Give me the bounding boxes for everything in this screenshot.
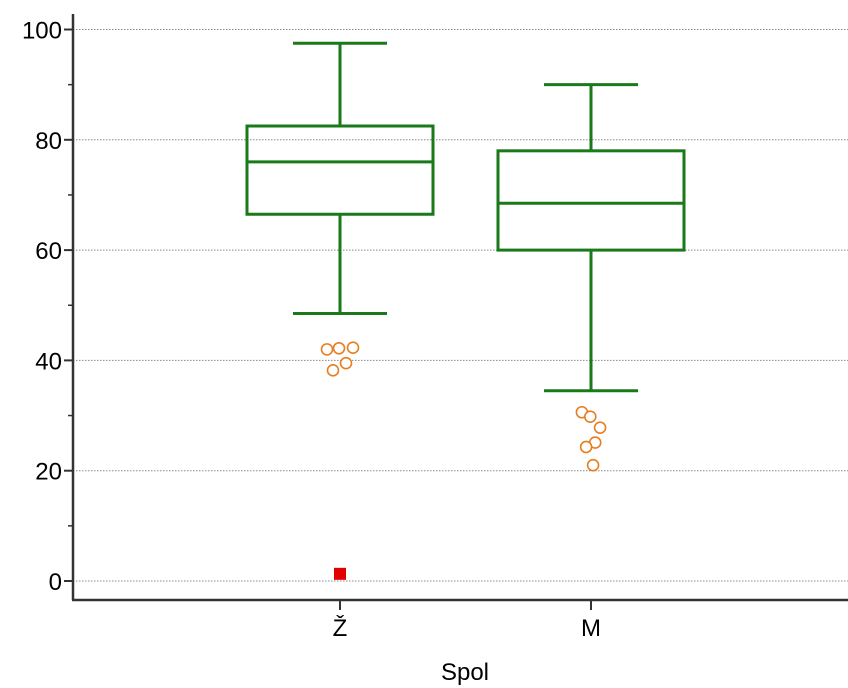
outlier-point: [320, 343, 334, 356]
outlier-point: [583, 410, 597, 423]
x-tick-label: Ž: [333, 615, 348, 642]
x-tick-label: M: [581, 615, 601, 642]
iqr-box: [245, 124, 435, 216]
x-axis-title: Spol: [441, 659, 489, 686]
y-tick-label: 40: [35, 348, 62, 375]
y-ticks: 0 20 40 60 80 100: [22, 18, 73, 596]
outlier-point: [332, 341, 346, 355]
outlier-point: [593, 421, 607, 434]
outlier-point: [579, 440, 593, 454]
y-tick-label: 100: [22, 18, 62, 45]
y-tick-label: 0: [49, 569, 62, 596]
iqr-box: [496, 149, 686, 252]
y-tick-label: 60: [35, 238, 62, 265]
outlier-point: [326, 364, 340, 377]
gridlines: [73, 29, 848, 582]
boxes: [245, 41, 686, 580]
outlier-point: [339, 356, 353, 370]
box-group: [496, 83, 686, 472]
y-tick-label: 20: [35, 459, 62, 486]
y-tick-label: 80: [35, 128, 62, 155]
axes: [71, 14, 848, 602]
box-group: [245, 41, 435, 580]
far-outlier-point: [334, 567, 346, 580]
outlier-point: [586, 458, 600, 472]
outlier-point: [346, 341, 360, 355]
